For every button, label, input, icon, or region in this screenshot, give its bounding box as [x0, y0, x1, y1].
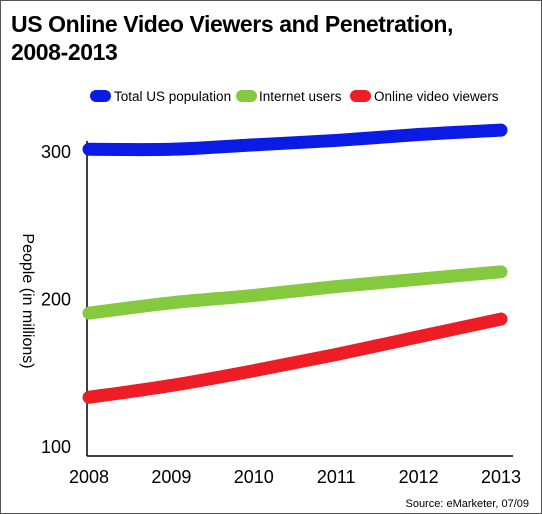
y-tick-label: 100: [41, 437, 71, 457]
source-note: Source: eMarketer, 07/09: [405, 498, 529, 510]
series-line-total-us-population: [82, 123, 508, 157]
chart-title-line-1: US Online Video Viewers and Penetration,: [11, 11, 454, 37]
x-tick-label: 2010: [234, 467, 274, 487]
legend-label: Total US population: [114, 89, 231, 104]
y-tick-label: 300: [41, 142, 71, 162]
x-tick-label: 2009: [151, 467, 191, 487]
x-tick-label: 2011: [317, 467, 356, 487]
x-tick-label: 2008: [69, 467, 109, 487]
y-tick-label: 200: [41, 289, 71, 309]
y-ticks: 100 200 300: [41, 142, 71, 457]
x-tick-label: 2013: [481, 467, 521, 487]
y-axis-label: People (in millions): [19, 233, 36, 368]
series-line-internet-users: [82, 265, 508, 320]
legend-label: Online video viewers: [374, 89, 499, 104]
series-line-online-video-viewers: [82, 312, 508, 404]
legend: Total US population Internet users Online …: [90, 89, 499, 104]
series-layer: [82, 123, 508, 404]
x-tick-label: 2012: [399, 467, 439, 487]
x-ticks: 2008 2009 2010 2011 2012 2013: [69, 467, 521, 487]
chart-title-line-2: 2008-2013: [11, 39, 118, 65]
legend-label: Internet users: [259, 89, 342, 104]
